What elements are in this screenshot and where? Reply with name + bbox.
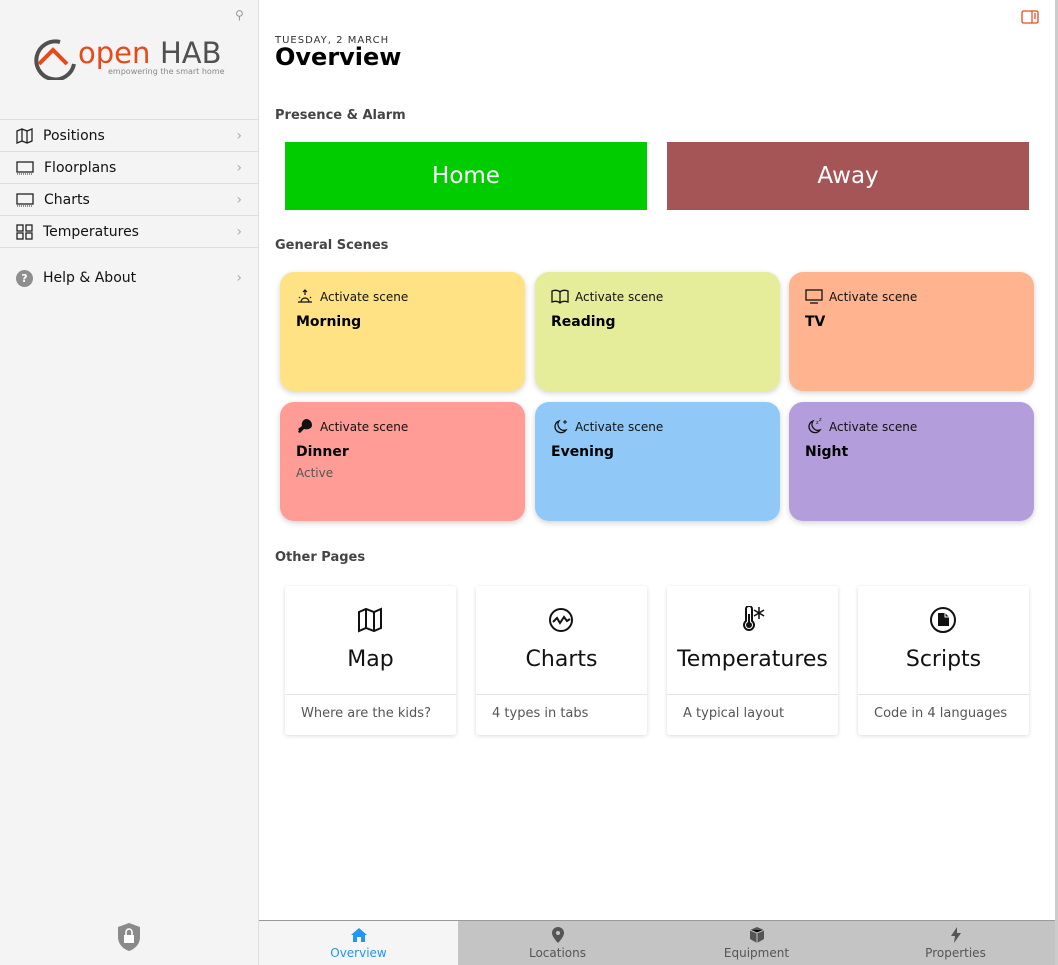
sidebar-item-label: Charts [44,191,90,208]
scene-card-reading[interactable]: Activate scene Reading [535,272,780,391]
tab-label: Overview [330,945,387,960]
scene-action: Activate scene [575,419,664,434]
tab-equipment[interactable]: Equipment [657,921,856,965]
away-button[interactable]: Away [667,142,1029,210]
sidebar-item-label: Help & About [43,270,137,286]
scene-name: Evening [551,444,614,460]
sidebar-item-floorplans[interactable]: Floorplans › [0,152,258,184]
page-card-title: Scripts [905,647,982,672]
panel-toggle-icon[interactable] [1021,10,1039,24]
tv-icon [805,289,823,304]
chevron-right-icon: › [236,127,242,144]
svg-text:open: open [78,36,150,70]
scene-card-night[interactable]: z z Activate scene Night [789,402,1034,521]
book-icon [551,289,569,304]
chevron-right-icon: › [236,270,242,286]
script-icon [929,607,956,633]
scene-action: Activate scene [829,419,918,434]
home-icon [350,927,367,942]
section-title-pages: Other Pages [275,550,366,565]
scene-action: Activate scene [320,289,409,304]
chevron-right-icon: › [236,159,242,176]
sidebar-item-help[interactable]: ? Help & About › [0,262,258,294]
location-pin-icon [551,926,564,943]
chart-circle-icon [548,608,573,632]
page-card-footer: Where are the kids? [285,694,456,732]
scene-name: Dinner [296,444,349,460]
tab-label: Properties [925,945,986,960]
scene-status: Active [296,466,334,480]
page-card-scripts[interactable]: Scripts Code in 4 languages [858,586,1029,735]
page-card-charts[interactable]: Charts 4 types in tabs [476,586,647,735]
tab-locations[interactable]: Locations [458,921,657,965]
thermometer-snow-icon [742,606,764,631]
sidebar-item-positions[interactable]: Positions › [0,120,258,152]
sidebar-item-label: Positions [43,127,105,144]
page-card-temperatures[interactable]: Temperatures A typical layout [667,586,838,735]
page-card-title: Map [347,647,394,672]
svg-text:empowering the smart home: empowering the smart home [108,67,225,76]
page-date: TUESDAY, 2 MARCH [275,35,390,46]
grid-icon [16,223,33,240]
sidebar: ⚲ open HAB empowering the smart home Pos… [0,0,259,965]
moon-stars-icon [554,419,568,434]
chevron-right-icon: › [236,191,242,208]
tab-overview[interactable]: Overview [259,921,458,965]
sunrise-icon [298,289,312,303]
section-title-presence: Presence & Alarm [275,108,406,123]
drumstick-icon [298,419,313,433]
pin-icon[interactable]: ⚲ [235,8,244,22]
chart-icon [16,192,34,206]
tab-label: Equipment [723,945,790,960]
tab-properties[interactable]: Properties [856,921,1055,965]
page-card-footer: 4 types in tabs [476,694,647,732]
scene-name: Reading [551,314,616,330]
floorplan-icon [16,160,34,174]
bottom-tabbar: Overview Locations Equipment Properties [259,920,1055,965]
lock-icon[interactable] [117,922,141,952]
tab-label: Locations [528,945,586,960]
scene-card-evening[interactable]: Activate scene Evening [535,402,780,521]
chevron-right-icon: › [236,223,242,240]
sidebar-item-label: Floorplans [44,159,117,176]
scene-card-dinner[interactable]: Activate scene Dinner Active [280,402,525,521]
scene-action: Activate scene [829,289,918,304]
sidebar-nav: Positions › Floorplans › Charts › Temperatu… [0,119,258,248]
svg-text:z: z [819,418,822,423]
bolt-icon [950,926,961,943]
page-card-footer: Code in 4 languages [858,694,1029,732]
main-content: TUESDAY, 2 MARCH Overview Presence & Ala… [259,0,1055,920]
sidebar-item-temperatures[interactable]: Temperatures › [0,216,258,248]
section-title-scenes: General Scenes [275,238,389,253]
sidebar-item-charts[interactable]: Charts › [0,184,258,216]
scene-action: Activate scene [320,419,409,434]
svg-text:z: z [816,420,819,426]
home-button[interactable]: Home [285,142,647,210]
page-title: Overview [275,43,402,71]
scene-name: TV [805,314,826,330]
page-card-title: Charts [525,647,598,672]
page-card-title: Temperatures [677,647,828,672]
scene-card-morning[interactable]: Activate scene Morning [280,272,525,391]
page-card-footer: A typical layout [667,694,838,732]
help-icon: ? [16,269,33,287]
scene-action: Activate scene [575,289,664,304]
scene-name: Night [805,444,849,460]
map-icon [357,607,382,633]
openhab-logo: open HAB empowering the smart home [34,36,225,80]
window-edge [1055,0,1058,965]
svg-text:HAB: HAB [160,36,222,70]
scene-name: Morning [296,314,362,330]
map-icon [16,127,33,144]
page-card-map[interactable]: Map Where are the kids? [285,586,456,735]
sidebar-item-label: Temperatures [43,223,139,240]
cube-icon [749,926,764,943]
scene-card-tv[interactable]: Activate scene TV [789,272,1034,391]
